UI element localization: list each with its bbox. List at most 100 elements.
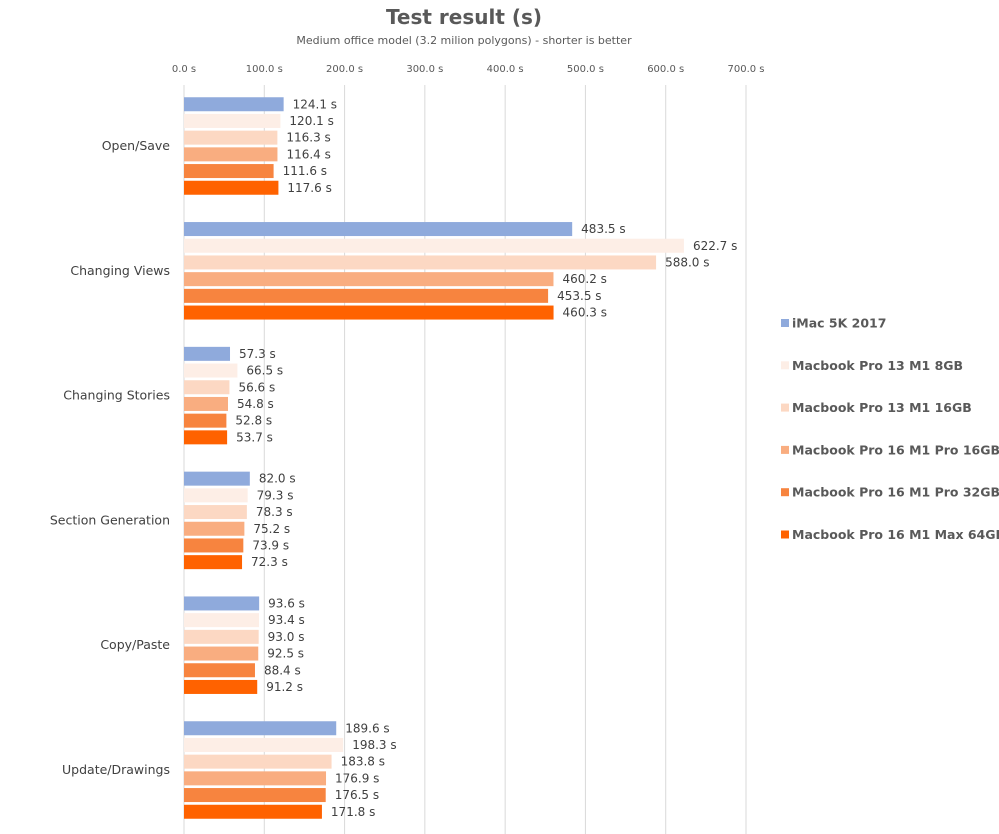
- data-label: 57.3 s: [239, 347, 276, 361]
- data-label: 116.3 s: [286, 131, 330, 145]
- bar: [184, 663, 255, 678]
- legend-label: Macbook Pro 13 M1 8GB: [792, 358, 963, 373]
- x-tick-label: 600.0 s: [647, 64, 684, 75]
- bar: [184, 629, 259, 644]
- data-label: 622.7 s: [693, 239, 737, 253]
- x-tick-label: 100.0 s: [246, 64, 283, 75]
- data-label: 93.0 s: [268, 630, 305, 644]
- x-tick-label: 0.0 s: [172, 64, 196, 75]
- bar: [184, 130, 278, 145]
- bar: [184, 737, 344, 752]
- x-tick-label: 500.0 s: [567, 64, 604, 75]
- data-label: 460.3 s: [563, 306, 607, 320]
- category-label: Open/Save: [102, 138, 171, 153]
- data-label: 66.5 s: [246, 364, 283, 378]
- legend-swatch: [781, 530, 789, 539]
- category-label: Changing Stories: [63, 388, 170, 403]
- x-tick-label: 300.0 s: [406, 64, 443, 75]
- chart-title: Test result (s): [386, 5, 542, 29]
- bar: [184, 521, 245, 536]
- bar: [184, 679, 258, 694]
- data-label: 93.4 s: [268, 613, 305, 627]
- data-label: 54.8 s: [237, 397, 274, 411]
- bar: [184, 222, 573, 237]
- legend-label: Macbook Pro 16 M1 Pro 32GB: [792, 485, 999, 500]
- legend-swatch: [781, 445, 789, 454]
- data-label: 120.1 s: [289, 114, 333, 128]
- bar: [184, 488, 248, 503]
- chart-subtitle: Medium office model (3.2 milion polygons…: [296, 34, 632, 47]
- legend-swatch: [781, 361, 789, 370]
- data-label: 460.2 s: [562, 272, 606, 286]
- data-label: 72.3 s: [251, 555, 288, 569]
- legend-swatch: [781, 403, 789, 412]
- bar: [184, 305, 554, 320]
- data-label: 82.0 s: [259, 472, 296, 486]
- bar: [184, 555, 243, 570]
- bar: [184, 538, 244, 553]
- bar: [184, 380, 230, 395]
- category-label: Changing Views: [70, 263, 170, 278]
- data-label: 92.5 s: [267, 647, 304, 661]
- legend-label: Macbook Pro 13 M1 16GB: [792, 400, 972, 415]
- bar: [184, 147, 278, 162]
- bar: [184, 596, 260, 611]
- legend-label: Macbook Pro 16 M1 Max 64GB: [792, 527, 999, 542]
- data-label: 93.6 s: [268, 596, 305, 610]
- bar: [184, 754, 332, 769]
- bar: [184, 613, 259, 628]
- legend-label: Macbook Pro 16 M1 Pro 16GB: [792, 442, 999, 457]
- data-label: 453.5 s: [557, 289, 601, 303]
- bar: [184, 180, 279, 195]
- category-label: Section Generation: [50, 512, 170, 527]
- bar: [184, 238, 684, 253]
- bar: [184, 771, 327, 786]
- data-label: 183.8 s: [341, 755, 385, 769]
- data-label: 588.0 s: [665, 255, 709, 269]
- bar: [184, 272, 554, 287]
- bar: [184, 471, 250, 486]
- bar: [184, 413, 227, 428]
- data-label: 52.8 s: [235, 414, 272, 428]
- bar: [184, 346, 231, 361]
- data-label: 198.3 s: [352, 738, 396, 752]
- data-label: 483.5 s: [581, 222, 625, 236]
- x-tick-label: 200.0 s: [326, 64, 363, 75]
- data-label: 53.7 s: [236, 430, 273, 444]
- category-label: Copy/Paste: [100, 637, 170, 652]
- bar: [184, 804, 322, 819]
- legend-swatch: [781, 319, 789, 327]
- data-label: 79.3 s: [257, 488, 294, 502]
- data-label: 189.6 s: [345, 721, 389, 735]
- data-label: 111.6 s: [283, 164, 327, 178]
- bar: [184, 396, 228, 411]
- legend-label: iMac 5K 2017: [792, 316, 886, 331]
- data-label: 56.6 s: [238, 380, 275, 394]
- bar: [184, 255, 657, 270]
- x-tick-label: 700.0 s: [727, 64, 764, 75]
- bar: [184, 288, 549, 303]
- data-label: 124.1 s: [293, 97, 337, 111]
- bar: [184, 788, 326, 803]
- legend-swatch: [781, 488, 789, 497]
- data-label: 75.2 s: [253, 522, 290, 536]
- bar: [184, 363, 238, 378]
- data-label: 73.9 s: [252, 538, 289, 552]
- bar: [184, 164, 274, 179]
- data-label: 88.4 s: [264, 663, 301, 677]
- data-label: 117.6 s: [287, 181, 331, 195]
- data-label: 78.3 s: [256, 505, 293, 519]
- bar: [184, 646, 259, 661]
- data-label: 116.4 s: [286, 147, 330, 161]
- x-tick-label: 400.0 s: [487, 64, 524, 75]
- bar: [184, 113, 281, 128]
- bar: [184, 721, 337, 736]
- bar: [184, 97, 284, 112]
- bar: [184, 505, 247, 520]
- data-label: 176.5 s: [335, 788, 379, 802]
- category-label: Update/Drawings: [62, 762, 170, 777]
- data-label: 171.8 s: [331, 805, 375, 819]
- bar: [184, 430, 228, 445]
